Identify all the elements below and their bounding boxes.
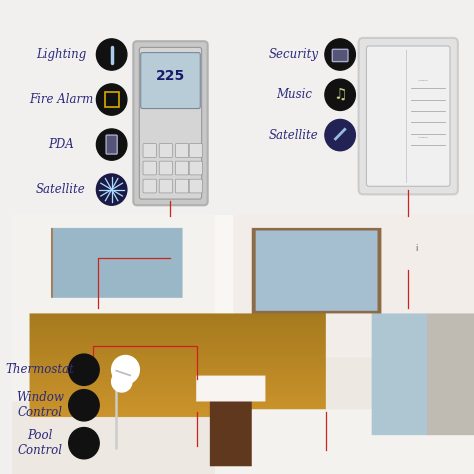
FancyBboxPatch shape — [106, 135, 117, 154]
Text: Pool
Control: Pool Control — [18, 429, 63, 457]
Circle shape — [69, 354, 99, 385]
FancyBboxPatch shape — [366, 46, 450, 186]
Text: Satellite: Satellite — [269, 128, 319, 142]
FancyBboxPatch shape — [133, 41, 208, 205]
Circle shape — [112, 371, 132, 392]
FancyBboxPatch shape — [332, 49, 348, 62]
FancyBboxPatch shape — [159, 144, 173, 157]
Text: ——: —— — [418, 78, 429, 83]
Circle shape — [325, 79, 356, 110]
FancyBboxPatch shape — [189, 179, 202, 193]
Text: Thermostat: Thermostat — [6, 363, 74, 376]
Text: 225: 225 — [156, 69, 185, 83]
FancyBboxPatch shape — [159, 161, 173, 175]
Circle shape — [96, 174, 127, 205]
FancyBboxPatch shape — [139, 47, 201, 199]
FancyBboxPatch shape — [159, 179, 173, 193]
Text: ♫: ♫ — [333, 86, 347, 101]
Text: PDA: PDA — [48, 138, 74, 151]
FancyBboxPatch shape — [143, 179, 156, 193]
FancyBboxPatch shape — [175, 161, 189, 175]
FancyBboxPatch shape — [175, 179, 189, 193]
Text: Lighting: Lighting — [36, 48, 86, 61]
Circle shape — [96, 84, 127, 115]
Circle shape — [325, 39, 356, 70]
FancyBboxPatch shape — [189, 161, 202, 175]
FancyBboxPatch shape — [143, 161, 156, 175]
FancyBboxPatch shape — [143, 144, 156, 157]
FancyBboxPatch shape — [359, 38, 458, 194]
Circle shape — [325, 119, 356, 151]
Text: Music: Music — [276, 88, 312, 101]
Text: i: i — [415, 245, 418, 253]
FancyBboxPatch shape — [175, 144, 189, 157]
Circle shape — [69, 428, 99, 459]
Text: Satellite: Satellite — [36, 183, 86, 196]
Text: ——: —— — [418, 135, 429, 140]
FancyBboxPatch shape — [141, 53, 201, 109]
Text: Fire Alarm: Fire Alarm — [29, 93, 93, 106]
Text: Security: Security — [269, 48, 319, 61]
Circle shape — [112, 356, 139, 384]
Circle shape — [96, 129, 127, 160]
FancyBboxPatch shape — [189, 144, 202, 157]
Text: Window
Control: Window Control — [16, 391, 64, 419]
Circle shape — [69, 390, 99, 421]
Circle shape — [96, 39, 127, 70]
